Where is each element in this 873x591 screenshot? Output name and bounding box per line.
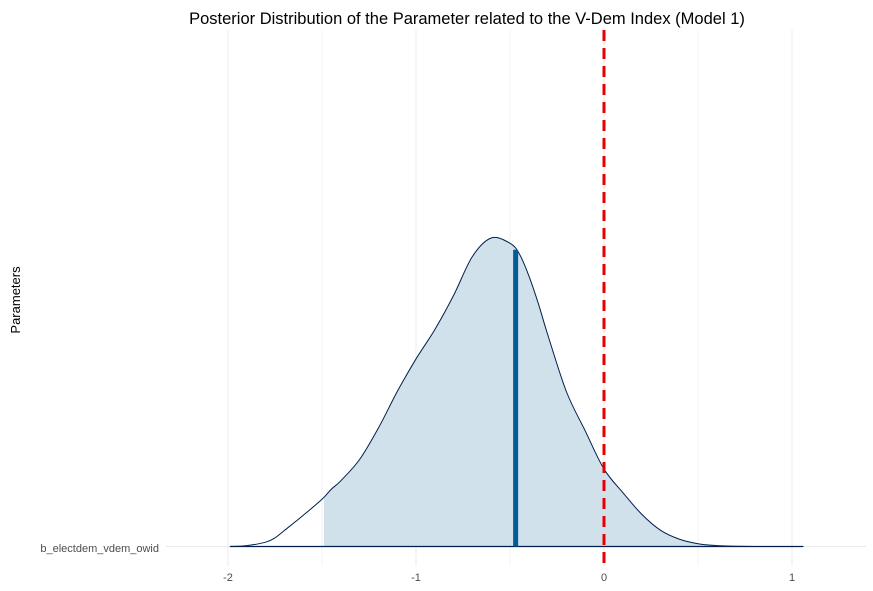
density-outline (229, 236, 804, 548)
x-axis-ticks: -2 -1 0 1 (223, 572, 795, 584)
x-tick-label: 0 (601, 572, 607, 584)
y-axis-title: Parameters (8, 266, 23, 334)
density-interval-fill (323, 237, 721, 547)
x-tick-label: -2 (223, 572, 233, 584)
x-tick-label: -1 (411, 572, 421, 584)
y-tick-label: b_electdem_vdem_owid (40, 543, 159, 555)
grid-lines (166, 30, 866, 566)
x-tick-label: 1 (789, 572, 795, 584)
chart-title: Posterior Distribution of the Parameter … (189, 10, 745, 28)
